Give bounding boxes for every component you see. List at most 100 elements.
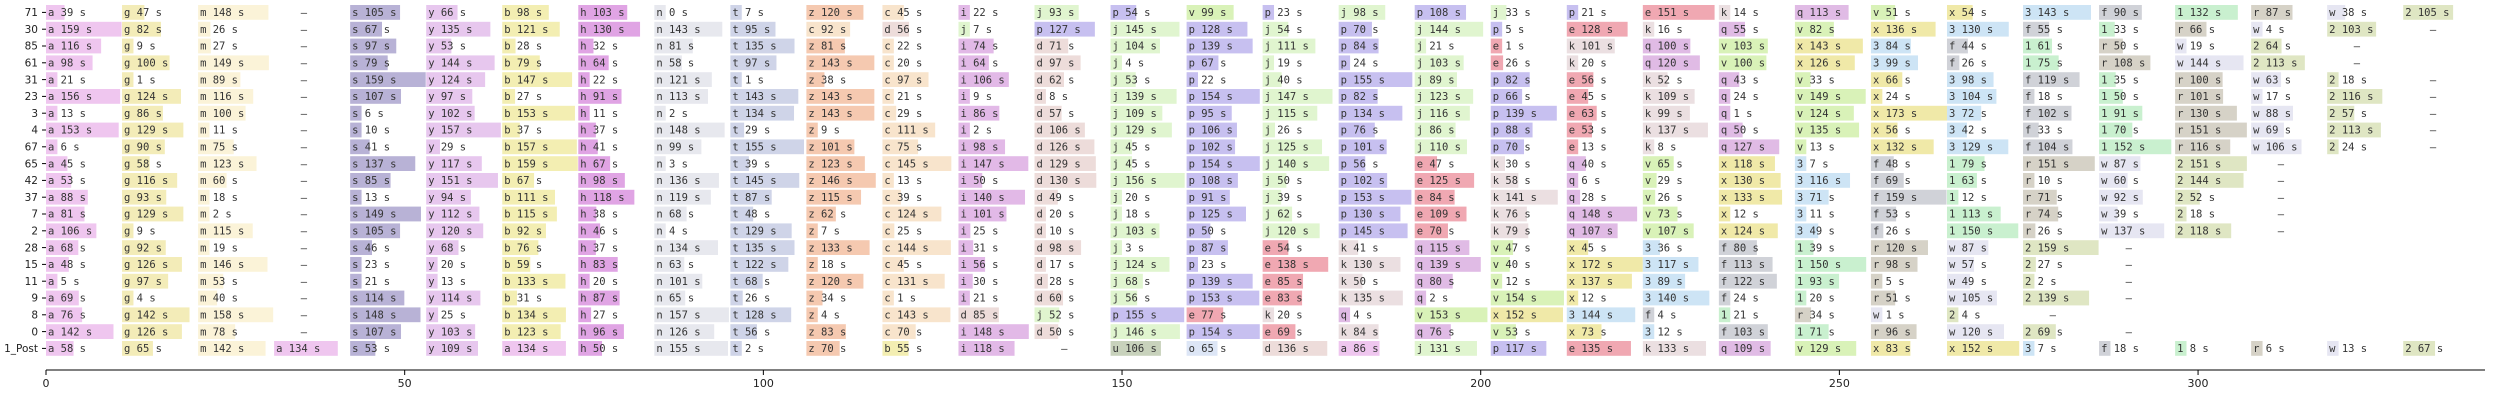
x-tick-label: 50: [398, 377, 412, 390]
bar-segment: [2251, 89, 2263, 104]
segment-label: q 100 s: [1645, 41, 1689, 53]
bar-segment: [46, 324, 114, 339]
segment-label: j 26 s: [1265, 125, 1303, 137]
bar-segment: [806, 21, 851, 37]
segment-label: e 138 s: [1265, 259, 1309, 271]
bar-segment: [46, 223, 97, 239]
segment-label: k 41 s: [1341, 242, 1379, 254]
bar-segment: [1110, 189, 1122, 205]
segment-label: m 26 s: [200, 24, 238, 36]
segment-label: 1 91 s: [2101, 108, 2139, 120]
bar-segment: [1718, 139, 1780, 155]
segment-label: c 70 s: [884, 326, 922, 338]
bar-segment: [2099, 21, 2115, 37]
segment-empty-label: –: [2278, 225, 2285, 237]
segment-label: c 45 s: [884, 7, 922, 19]
bar-segment: [1186, 21, 1248, 37]
segment-label: r 26 s: [2025, 225, 2063, 237]
segment-label: h 11 s: [580, 108, 618, 120]
bar-segment: [1870, 173, 1904, 188]
segment-label: i 118 s: [960, 343, 1004, 355]
segment-label: y 124 s: [428, 74, 472, 86]
segment-label: k 50 s: [1341, 276, 1379, 288]
segment-label: r 130 s: [2177, 108, 2221, 120]
bar-segment: [1034, 206, 1046, 222]
segment-label: p 155 s: [1341, 74, 1385, 86]
segment-label: f 24 s: [1721, 293, 1759, 305]
segment-label: v 124 s: [1797, 108, 1841, 120]
bar-segment: [350, 122, 362, 138]
segment-label: a 53 s: [48, 175, 86, 187]
segment-label: g 92 s: [124, 242, 162, 254]
bar-segment: [1034, 240, 1082, 255]
bar-segment: [1034, 273, 1048, 289]
segment-label: t 56 s: [732, 326, 770, 338]
bar-segment: [958, 38, 994, 54]
bar-segment: [502, 189, 555, 205]
segment-label: m 78 s: [200, 326, 238, 338]
bar-segment: [122, 55, 170, 71]
segment-label: d 49 s: [1037, 192, 1075, 204]
segment-label: t 29 s: [732, 125, 770, 137]
bar-segment: [1946, 122, 1967, 138]
segment-label: 3 98 s: [1949, 74, 1987, 86]
bar-segment: [1718, 122, 1743, 138]
bar-segment: [730, 273, 763, 289]
bar-segment: [730, 223, 792, 239]
bar-segment: [198, 122, 210, 138]
bar-segment: [1946, 273, 1971, 289]
segment-label: j 103 s: [1417, 57, 1461, 69]
bar-segment: [1414, 240, 1470, 255]
segment-label: p 106 s: [1189, 125, 1233, 137]
segment-label: v 73 s: [1645, 209, 1683, 221]
segment-label: x 66 s: [1873, 74, 1911, 86]
segment-label: 3 84 s: [1873, 41, 1911, 53]
bar-segment: [1642, 240, 1660, 255]
segment-label: h 37 s: [580, 242, 618, 254]
bar-segment: [1642, 307, 1655, 323]
bar-segment: [350, 89, 402, 104]
bar-segment: [1718, 5, 1731, 20]
bar-segment: [198, 89, 254, 104]
bar-segment: [578, 38, 594, 54]
segment-empty-label: –: [301, 192, 308, 204]
bar-segment: [122, 38, 134, 54]
segment-label: g 126 s: [124, 326, 168, 338]
segment-label: h 96 s: [580, 326, 618, 338]
segment-label: y 112 s: [428, 209, 472, 221]
bar-segment: [2099, 206, 2118, 222]
segment-label: k 137 s: [1645, 125, 1689, 137]
bar-segment: [958, 105, 1000, 121]
segment-empty-label: –: [301, 57, 308, 69]
bar-segment: [198, 341, 266, 356]
bar-segment: [350, 55, 388, 71]
segment-label: 1 21 s: [1721, 309, 1759, 321]
row-label: 37: [25, 192, 38, 204]
bar-segment: [1338, 139, 1387, 155]
bar-segment: [958, 156, 1029, 171]
segment-label: 3 42 s: [1949, 125, 1987, 137]
bar-segment: [198, 290, 218, 306]
segment-label: s 10 s: [352, 125, 390, 137]
bar-segment: [198, 105, 246, 121]
bar-segment: [654, 206, 687, 222]
segment-label: q 2 s: [1417, 293, 1449, 305]
segment-label: e 26 s: [1493, 57, 1531, 69]
bar-segment: [2023, 156, 2095, 171]
bar-segment: [1642, 273, 1686, 289]
bar-segment: [2099, 156, 2141, 171]
segment-label: b 111 s: [504, 192, 548, 204]
bar-segment: [578, 156, 611, 171]
segment-label: g 142 s: [124, 309, 168, 321]
bar-segment: [1338, 21, 1372, 37]
bar-segment: [1794, 38, 1863, 54]
bar-segment: [46, 55, 93, 71]
segment-empty-label: –: [301, 7, 308, 19]
bar-segment: [1110, 72, 1136, 87]
bar-segment: [1034, 324, 1059, 339]
bar-segment: [198, 307, 274, 323]
segment-label: z 7 s: [808, 225, 840, 237]
segment-label: j 3 s: [1113, 242, 1145, 254]
segment-label: j 45 s: [1113, 158, 1151, 170]
segment-label: x 172 s: [1569, 259, 1613, 271]
